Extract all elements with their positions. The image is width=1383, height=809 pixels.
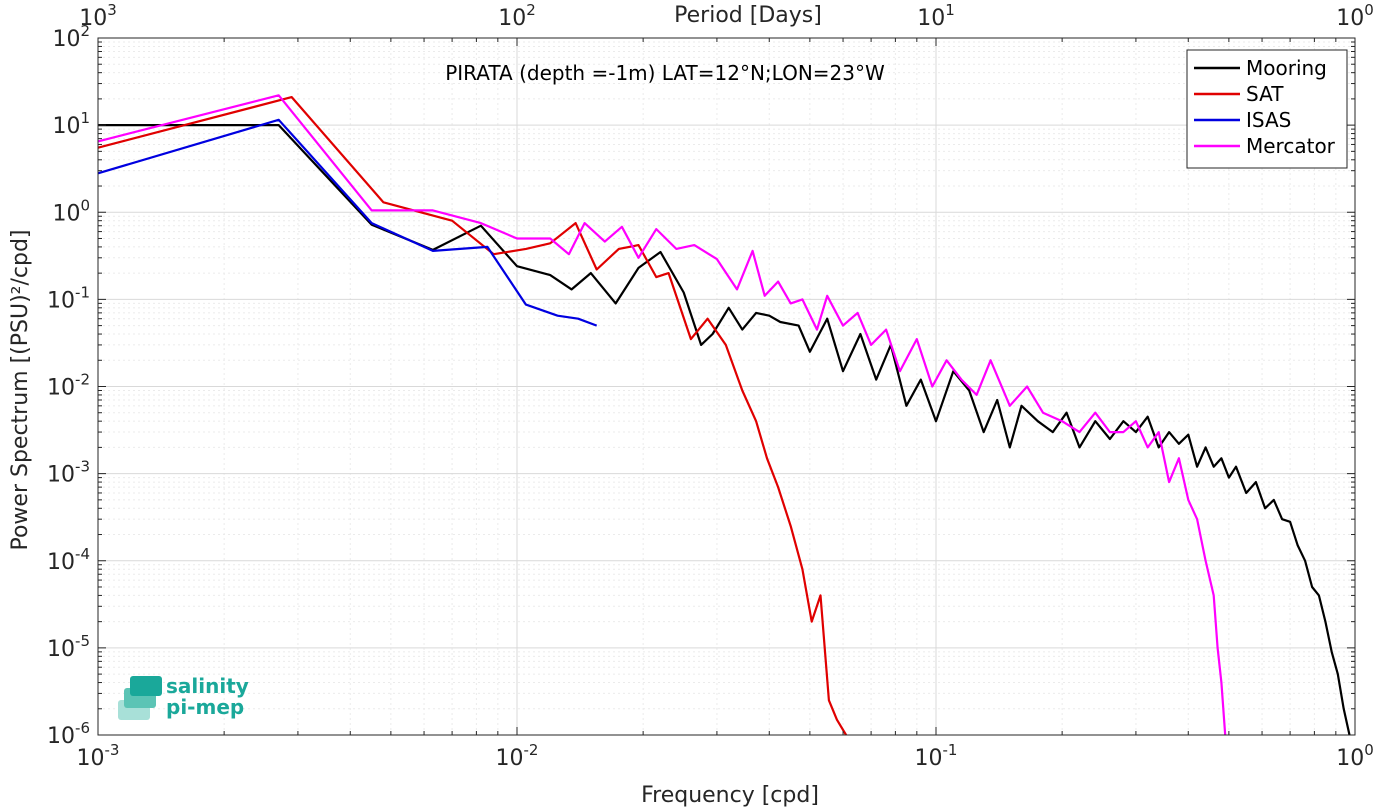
legend-label-mooring: Mooring: [1246, 56, 1327, 80]
logo-text-line1: salinity: [166, 674, 249, 698]
series-line-mercator: [97, 94, 1227, 736]
logo-text-line2: pi-mep: [166, 695, 244, 719]
legend-label-sat: SAT: [1246, 82, 1284, 106]
chart-title: PIRATA (depth =-1m) LAT=12°N;LON=23°W: [445, 61, 885, 85]
y-tick-label: 102: [52, 22, 90, 52]
x-tick-label: 10-2: [496, 741, 539, 771]
x2-tick-label: 102: [498, 1, 536, 31]
legend-label-isas: ISAS: [1246, 108, 1291, 132]
y-axis-label: Power Spectrum [(PSU)²/cpd]: [8, 229, 33, 550]
legend-label-mercator: Mercator: [1246, 134, 1336, 158]
x2-tick-label: 103: [79, 1, 117, 31]
y-tick-label: 10-1: [47, 283, 90, 313]
series-line-isas: [97, 118, 598, 327]
series-line-sat: [97, 95, 848, 736]
y-tick-label: 101: [52, 109, 90, 139]
salinity-pi-mep-logo: salinity pi-mep: [118, 674, 249, 720]
y-tick-label: 10-4: [47, 545, 90, 575]
x-tick-label: 10-1: [915, 741, 958, 771]
x-tick-label: 100: [1336, 741, 1374, 771]
x-axis-label: Frequency [cpd]: [641, 783, 819, 808]
series-line-mooring: [98, 123, 1351, 736]
y-tick-label: 10-3: [47, 458, 90, 488]
tick-marks: [97, 37, 1356, 736]
y-tick-label: 100: [52, 196, 90, 226]
x2-axis-label: Period [Days]: [674, 3, 822, 28]
y-tick-label: 10-5: [47, 632, 90, 662]
x-tick-label: 10-3: [77, 741, 120, 771]
x2-tick-label: 101: [917, 1, 955, 31]
legend-box: [1186, 49, 1348, 169]
y-tick-label: 10-6: [47, 719, 90, 749]
x2-tick-label: 100: [1336, 1, 1374, 31]
y-tick-label: 10-2: [47, 371, 90, 401]
series-lines: [97, 94, 1351, 736]
